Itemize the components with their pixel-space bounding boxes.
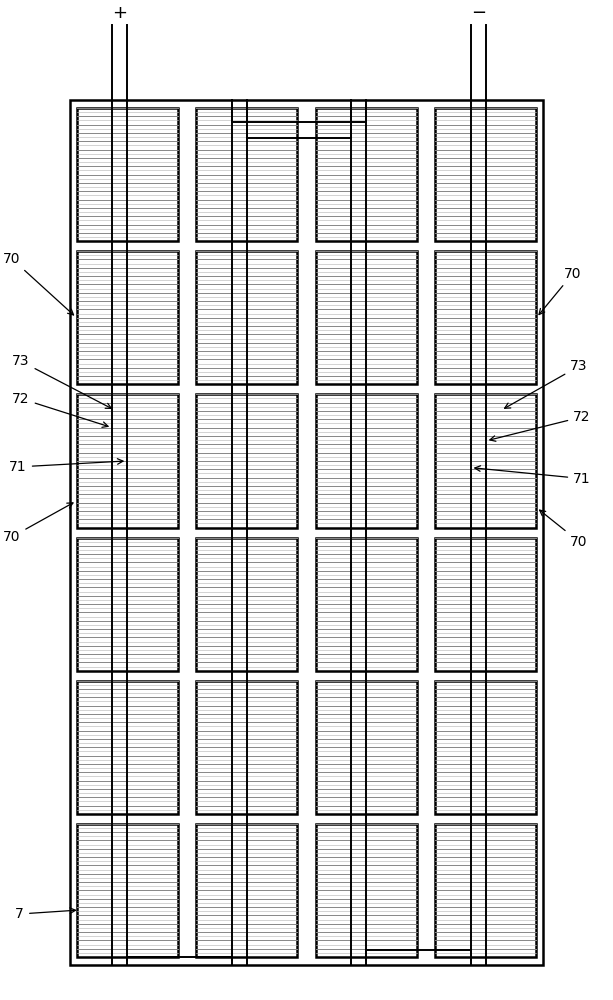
Bar	[435, 394, 536, 528]
Text: 72: 72	[12, 392, 108, 427]
Text: 73: 73	[504, 359, 588, 408]
Bar	[196, 681, 297, 814]
Bar	[316, 538, 417, 671]
Bar	[316, 394, 417, 528]
Text: 70: 70	[3, 252, 74, 315]
Text: +: +	[112, 4, 127, 22]
Text: 72: 72	[490, 410, 591, 441]
Bar	[435, 681, 536, 814]
Bar	[196, 251, 297, 384]
Bar	[435, 108, 536, 241]
Bar	[196, 824, 297, 957]
Bar	[77, 824, 178, 957]
Text: 70: 70	[539, 510, 588, 549]
Text: 70: 70	[539, 267, 582, 315]
Bar	[196, 538, 297, 671]
Bar	[77, 681, 178, 814]
Text: 71: 71	[475, 466, 591, 486]
Text: 71: 71	[9, 459, 123, 474]
Text: 7: 7	[15, 907, 75, 921]
Bar	[77, 251, 178, 384]
Bar	[77, 394, 178, 528]
Bar	[435, 251, 536, 384]
Bar	[316, 251, 417, 384]
Bar	[316, 108, 417, 241]
Bar	[316, 681, 417, 814]
Bar	[77, 108, 178, 241]
Bar	[196, 108, 297, 241]
Bar	[316, 824, 417, 957]
Bar	[435, 824, 536, 957]
Bar	[77, 538, 178, 671]
Text: 73: 73	[12, 354, 112, 408]
Text: −: −	[471, 4, 485, 22]
Text: 70: 70	[3, 503, 73, 544]
Bar	[435, 538, 536, 671]
Bar	[70, 100, 543, 965]
Bar	[196, 394, 297, 528]
